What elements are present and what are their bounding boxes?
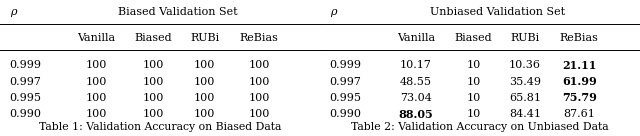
- Text: 100: 100: [248, 77, 270, 87]
- Text: 100: 100: [143, 109, 164, 119]
- Text: 100: 100: [85, 93, 107, 103]
- Text: 10: 10: [467, 60, 481, 70]
- Text: 100: 100: [85, 109, 107, 119]
- Text: 0.997: 0.997: [10, 77, 42, 87]
- Text: 100: 100: [248, 60, 270, 70]
- Text: 100: 100: [143, 77, 164, 87]
- Text: Biased Validation Set: Biased Validation Set: [118, 7, 237, 17]
- Text: 75.79: 75.79: [562, 92, 596, 103]
- Text: 100: 100: [143, 93, 164, 103]
- Text: 100: 100: [143, 60, 164, 70]
- Text: 0.990: 0.990: [330, 109, 362, 119]
- Text: 100: 100: [194, 60, 216, 70]
- Text: ReBias: ReBias: [240, 33, 278, 43]
- Text: 10: 10: [467, 109, 481, 119]
- Text: RUBi: RUBi: [190, 33, 220, 43]
- Text: 84.41: 84.41: [509, 109, 541, 119]
- Text: 87.61: 87.61: [563, 109, 595, 119]
- Text: 0.995: 0.995: [330, 93, 362, 103]
- Text: 0.997: 0.997: [330, 77, 362, 87]
- Text: RUBi: RUBi: [510, 33, 540, 43]
- Text: 100: 100: [194, 109, 216, 119]
- Text: 61.99: 61.99: [562, 76, 596, 87]
- Text: 10: 10: [467, 93, 481, 103]
- Text: 0.990: 0.990: [10, 109, 42, 119]
- Text: 0.999: 0.999: [10, 60, 42, 70]
- Text: 100: 100: [194, 77, 216, 87]
- Text: ρ: ρ: [330, 7, 336, 17]
- Text: ρ: ρ: [10, 7, 16, 17]
- Text: 35.49: 35.49: [509, 77, 541, 87]
- Text: ReBias: ReBias: [560, 33, 598, 43]
- Text: 0.995: 0.995: [10, 93, 42, 103]
- Text: 65.81: 65.81: [509, 93, 541, 103]
- Text: 100: 100: [248, 93, 270, 103]
- Text: Biased: Biased: [455, 33, 492, 43]
- Text: 10.36: 10.36: [509, 60, 541, 70]
- Text: 88.05: 88.05: [399, 109, 433, 120]
- Text: 100: 100: [248, 109, 270, 119]
- Text: Table 2: Validation Accuracy on Unbiased Data: Table 2: Validation Accuracy on Unbiased…: [351, 122, 609, 132]
- Text: 73.04: 73.04: [400, 93, 432, 103]
- Text: 100: 100: [85, 60, 107, 70]
- Text: Biased: Biased: [135, 33, 172, 43]
- Text: 10: 10: [467, 77, 481, 87]
- Text: 100: 100: [85, 77, 107, 87]
- Text: 100: 100: [194, 93, 216, 103]
- Text: Unbiased Validation Set: Unbiased Validation Set: [430, 7, 565, 17]
- Text: 0.999: 0.999: [330, 60, 362, 70]
- Text: Vanilla: Vanilla: [397, 33, 435, 43]
- Text: Table 1: Validation Accuracy on Biased Data: Table 1: Validation Accuracy on Biased D…: [39, 122, 281, 132]
- Text: 48.55: 48.55: [400, 77, 432, 87]
- Text: Vanilla: Vanilla: [77, 33, 115, 43]
- Text: 21.11: 21.11: [562, 60, 596, 71]
- Text: 10.17: 10.17: [400, 60, 432, 70]
